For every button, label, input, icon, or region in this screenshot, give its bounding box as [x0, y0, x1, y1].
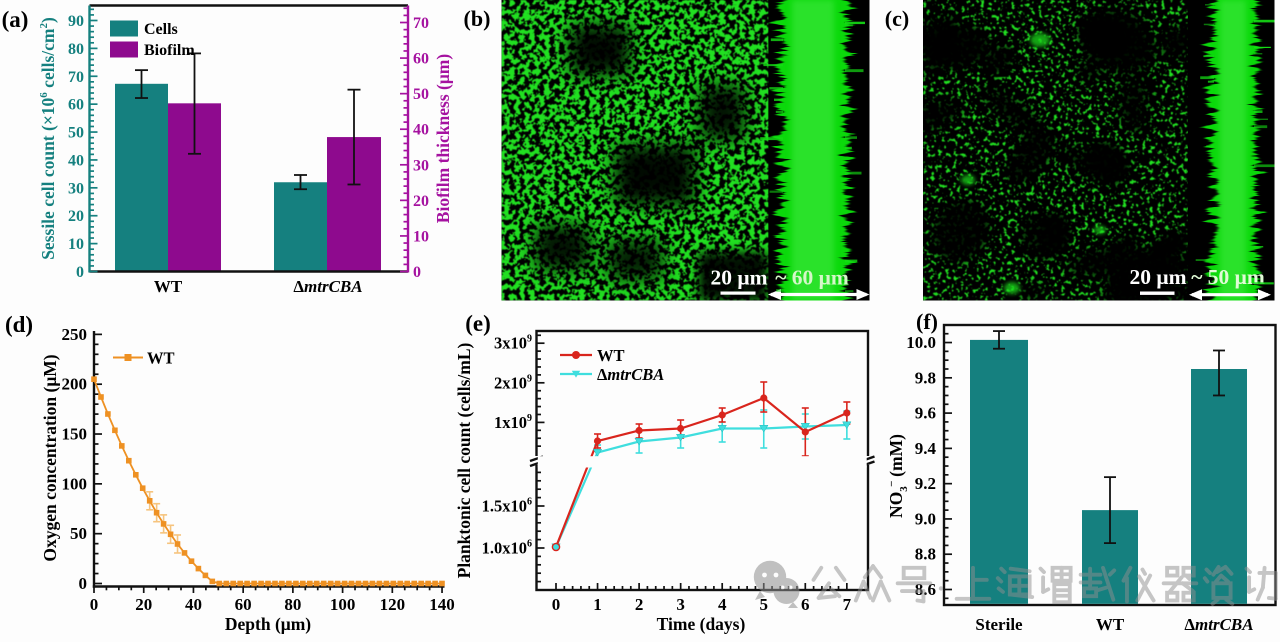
svg-text:10: 10: [68, 236, 84, 253]
svg-text:0: 0: [76, 264, 84, 281]
svg-text:ΔmtrCBA: ΔmtrCBA: [293, 277, 362, 296]
svg-text:60: 60: [413, 51, 429, 68]
svg-text:7: 7: [843, 595, 852, 614]
svg-text:WT: WT: [597, 346, 625, 365]
svg-text:20 μm: 20 μm: [1130, 265, 1187, 289]
svg-text:70: 70: [413, 15, 429, 32]
svg-text:4: 4: [718, 595, 727, 614]
svg-text:Sterile: Sterile: [975, 615, 1023, 634]
svg-text:20: 20: [135, 595, 152, 614]
svg-text:80: 80: [68, 41, 84, 58]
svg-text:9.8: 9.8: [915, 368, 936, 387]
svg-text:200: 200: [62, 375, 88, 394]
svg-text:10.0: 10.0: [906, 333, 936, 352]
svg-text:6: 6: [801, 595, 810, 614]
svg-text:100: 100: [62, 474, 88, 493]
svg-text:Biofilm: Biofilm: [144, 42, 195, 59]
svg-text:8.8: 8.8: [915, 545, 936, 564]
svg-text:150: 150: [62, 425, 88, 444]
svg-text:100: 100: [330, 595, 356, 614]
svg-text:0: 0: [413, 264, 421, 281]
svg-text:20: 20: [68, 208, 84, 225]
svg-text:1.0x106​: 1.0x106​: [482, 539, 532, 558]
svg-text:(d): (d): [5, 312, 33, 337]
svg-text:60: 60: [235, 595, 252, 614]
svg-text:Biofilm thickness (μm): Biofilm thickness (μm): [433, 54, 453, 224]
svg-text:40: 40: [68, 152, 84, 169]
svg-text:9.2: 9.2: [915, 474, 936, 493]
svg-text:~ 60 μm: ~ 60 μm: [775, 266, 849, 290]
svg-text:(f): (f): [916, 309, 938, 334]
svg-text:3: 3: [676, 595, 685, 614]
svg-text:1.5x106​: 1.5x106​: [482, 497, 532, 516]
svg-text:70: 70: [68, 69, 84, 86]
svg-text:0: 0: [552, 595, 561, 614]
svg-text:Sessile cell count (×106​ cell: Sessile cell count (×106​ cells/cm2​): [38, 17, 58, 260]
svg-text:(c): (c): [885, 6, 909, 31]
svg-text:9.0: 9.0: [915, 509, 936, 528]
svg-text:9.6: 9.6: [915, 404, 936, 423]
svg-text:WT: WT: [147, 349, 175, 368]
svg-text:0: 0: [79, 574, 88, 593]
svg-text:(a): (a): [2, 7, 29, 32]
svg-text:50: 50: [68, 125, 84, 142]
svg-text:40: 40: [185, 595, 202, 614]
svg-text:30: 30: [68, 180, 84, 197]
svg-text:ΔmtrCBA: ΔmtrCBA: [1184, 615, 1253, 634]
svg-text:Oxygen concentration (μM): Oxygen concentration (μM): [40, 354, 60, 561]
svg-text:90: 90: [68, 13, 84, 30]
svg-text:WT: WT: [1096, 615, 1125, 634]
svg-text:Time (days): Time (days): [657, 614, 746, 634]
svg-text:120: 120: [380, 595, 406, 614]
svg-text:30: 30: [413, 157, 429, 174]
svg-text:20 μm: 20 μm: [711, 266, 768, 290]
svg-text:ΔmtrCBA: ΔmtrCBA: [597, 365, 664, 384]
svg-text:9.4: 9.4: [915, 439, 937, 458]
svg-text:50: 50: [413, 86, 429, 103]
svg-text:250: 250: [62, 325, 88, 344]
svg-text:2x109​: 2x109​: [494, 373, 532, 392]
svg-text:Cells: Cells: [144, 21, 178, 38]
svg-text:0: 0: [90, 595, 99, 614]
svg-text:20: 20: [413, 193, 429, 210]
svg-text:(b): (b): [464, 6, 491, 31]
svg-text:3x109​: 3x109​: [494, 334, 532, 353]
svg-text:140: 140: [429, 595, 455, 614]
svg-text:WT: WT: [154, 277, 183, 296]
svg-text:1: 1: [593, 595, 602, 614]
svg-text:2: 2: [635, 595, 644, 614]
svg-text:60: 60: [68, 97, 84, 114]
svg-text:~ 50 μm: ~ 50 μm: [1191, 265, 1265, 289]
svg-text:80: 80: [284, 595, 301, 614]
svg-text:40: 40: [413, 122, 429, 139]
svg-text:5: 5: [760, 595, 769, 614]
svg-text:10: 10: [413, 228, 429, 245]
svg-text:1x109​: 1x109​: [494, 413, 532, 432]
svg-text:Planktonic cell count (cells/m: Planktonic cell count (cells/mL): [454, 342, 474, 578]
svg-text:Depth (μm): Depth (μm): [225, 614, 311, 634]
svg-text:50: 50: [70, 524, 87, 543]
svg-text:(e): (e): [465, 311, 491, 336]
